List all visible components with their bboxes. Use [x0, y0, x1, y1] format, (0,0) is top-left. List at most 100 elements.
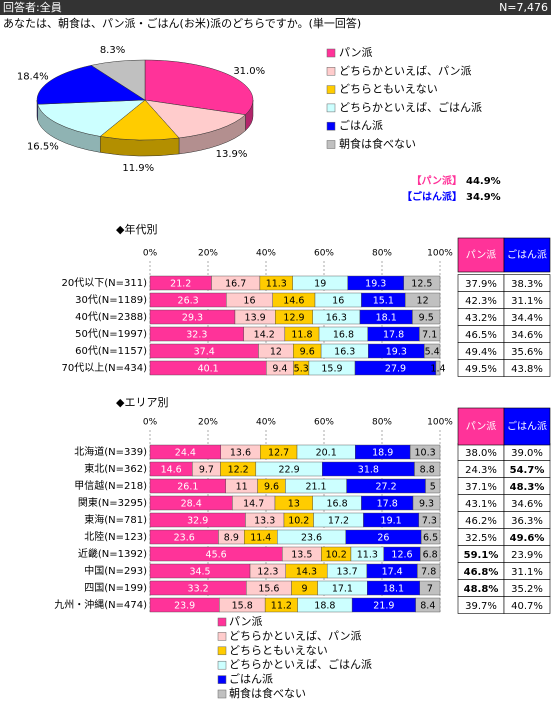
legend-label: どちらともいえない	[229, 644, 328, 657]
data-label: 12	[417, 296, 429, 307]
category-label: 70代以上(N=434)	[62, 362, 148, 374]
data-label: 21.2	[170, 279, 191, 290]
data-label: 13.9	[245, 313, 266, 324]
x-tick-label: 60%	[314, 418, 334, 428]
category-label: 東北(N=362)	[84, 462, 147, 475]
data-label: 7.3	[422, 516, 437, 527]
legend-swatch	[326, 140, 336, 149]
data-label: 15.9	[321, 364, 342, 375]
table-value: 38.3%	[511, 279, 543, 290]
data-label: 13.6	[230, 448, 251, 459]
table-value: 43.2%	[465, 313, 497, 324]
pie-slice	[144, 59, 254, 115]
bar-segment	[412, 309, 441, 325]
category-label: 中国(N=293)	[84, 564, 147, 577]
data-label: 16.3	[326, 313, 347, 324]
data-label: 12	[270, 347, 282, 358]
table-value: 49.6%	[510, 533, 545, 544]
data-label: 19	[314, 279, 326, 290]
data-label: 13.7	[336, 567, 357, 578]
table-header-label: ごはん派	[507, 420, 547, 433]
table-value: 39.0%	[511, 448, 543, 459]
data-label: 5.3	[294, 364, 309, 375]
table-value: 42.3%	[465, 296, 497, 307]
bar-segment	[415, 597, 441, 613]
data-label: 16.8	[333, 330, 354, 341]
data-label: 10.2	[288, 516, 309, 527]
data-label: 27.2	[375, 482, 396, 493]
data-label: 14.6	[283, 296, 304, 307]
category-label: 50代(N=1997)	[75, 328, 147, 340]
table-value: 37.9%	[465, 279, 497, 290]
data-label: 7.8	[421, 567, 436, 578]
question: あなたは、朝食は、パン派・ごはん(お米)派のどちらですか。(単一回答)	[3, 16, 361, 30]
legend-label: どちらともいえない	[339, 83, 438, 96]
legend-label: ごはん派	[339, 118, 383, 132]
pie-label: 13.9%	[216, 149, 248, 160]
data-label: 9.5	[419, 313, 434, 324]
pie-label: 31.0%	[233, 66, 265, 77]
data-label: 14.2	[254, 330, 275, 341]
legend-label: どちらかといえば、ごはん派	[229, 657, 372, 671]
summary-value: 44.9%	[466, 176, 501, 187]
bar-segment	[405, 292, 441, 308]
data-label: 9.4	[272, 364, 287, 375]
bar-segment	[418, 512, 441, 528]
category-label: 60代(N=1157)	[75, 345, 147, 357]
data-label: 31.8	[358, 465, 379, 476]
legend-label: どちらかといえば、パン派	[229, 629, 362, 642]
table-value: 54.7%	[510, 465, 545, 476]
category-label: 甲信越(N=218)	[74, 479, 147, 492]
category-label: 東海(N=781)	[84, 513, 147, 526]
category-label: 近畿(N=1392)	[78, 547, 147, 560]
category-label: 北海道(N=339)	[74, 445, 147, 458]
table-value: 59.1%	[464, 550, 499, 561]
data-label: 9.6	[300, 347, 315, 358]
bar-segment	[424, 343, 441, 359]
data-label: 13.5	[291, 550, 312, 561]
data-label: 17.8	[377, 499, 398, 510]
category-label: 九州・沖縄(N=474)	[54, 598, 147, 611]
data-label: 24.4	[175, 448, 196, 459]
table-value: 23.9%	[511, 550, 543, 561]
data-label: 45.6	[206, 550, 227, 561]
x-tick-label: 100%	[427, 249, 453, 259]
summary-label: 【パン派】	[412, 174, 463, 187]
data-label: 21.1	[305, 482, 326, 493]
pie-label: 18.4%	[17, 71, 49, 82]
data-label: 9	[302, 584, 308, 595]
data-label: 16.3	[334, 347, 355, 358]
data-label: 34.5	[189, 567, 210, 578]
data-label: 40.1	[198, 364, 219, 375]
bar-segment	[403, 275, 441, 291]
legend-swatch	[217, 660, 227, 670]
x-tick-label: 80%	[372, 418, 392, 428]
legend-swatch	[326, 85, 336, 94]
legend-swatch	[217, 675, 227, 684]
bar-segment	[420, 546, 441, 562]
data-label: 32.3	[186, 330, 207, 341]
table-value: 24.3%	[465, 465, 497, 476]
data-label: 12.2	[228, 465, 249, 476]
data-label: 21.9	[373, 601, 394, 612]
table-value: 34.6%	[511, 330, 543, 341]
data-label: 9.6	[264, 482, 279, 493]
data-label: 12.3	[257, 567, 278, 578]
table-value: 37.1%	[465, 482, 497, 493]
data-label: 8.9	[224, 533, 239, 544]
table-header-label: パン派	[466, 249, 497, 261]
respondents: 回答者:全員	[3, 0, 62, 14]
data-label: 13	[288, 499, 300, 510]
data-label: 5.4	[425, 347, 440, 358]
legend-label: ごはん派	[229, 672, 273, 686]
pie-label: 16.5%	[27, 141, 59, 152]
section-title: ◆年代別	[116, 222, 157, 236]
bar-segment	[435, 360, 441, 376]
pie-label: 11.9%	[122, 163, 154, 174]
bar-segment	[420, 529, 441, 545]
data-label: 20.1	[316, 448, 337, 459]
legend-swatch	[217, 646, 227, 656]
data-label: 15.6	[258, 584, 279, 595]
data-label: 19.3	[386, 347, 407, 358]
